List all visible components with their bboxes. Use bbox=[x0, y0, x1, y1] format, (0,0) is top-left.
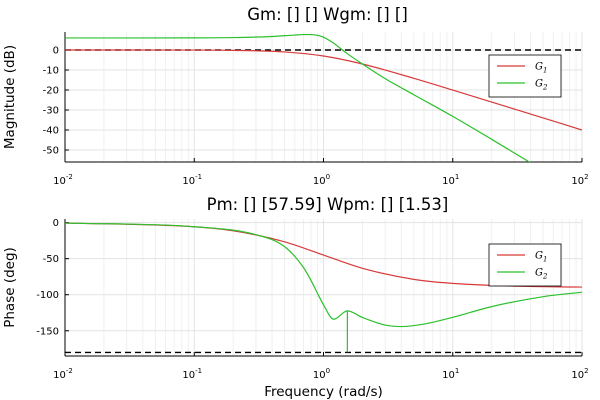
x-tick-exponent: -2 bbox=[66, 173, 73, 181]
chart-title: Pm: [] [57.59] Wpm: [] [1.53] bbox=[207, 195, 449, 214]
y-tick-label: -10 bbox=[43, 66, 59, 77]
x-tick-exponent: 0 bbox=[326, 173, 330, 181]
magnitude-panel: Gm: [] [] Wgm: [] []Magnitude (dB) 0-10-2… bbox=[2, 5, 589, 187]
legend-label: G1 bbox=[535, 62, 547, 75]
series-group bbox=[65, 33, 582, 162]
x-axis-label: Frequency (rad/s) bbox=[264, 384, 383, 400]
legend-label-name: G bbox=[535, 79, 543, 90]
x-tick-base: 10 bbox=[571, 370, 584, 381]
y-tick-label: -20 bbox=[43, 86, 59, 97]
x-tick-label: 10-1 bbox=[182, 173, 202, 187]
x-tick-label: 102 bbox=[571, 173, 588, 187]
y-tick-label: -30 bbox=[43, 106, 59, 117]
y-tick-label: 0 bbox=[53, 218, 59, 229]
series-line-g2 bbox=[65, 222, 582, 328]
y-tick-label: -150 bbox=[36, 326, 59, 337]
legend-label-subscript: 1 bbox=[543, 256, 547, 264]
legend-label-subscript: 2 bbox=[542, 273, 548, 281]
phase-panel: Pm: [] [57.59] Wpm: [] [1.53] Phase (deg)… bbox=[2, 195, 589, 400]
x-tick-exponent: 2 bbox=[584, 367, 588, 375]
x-tick-label: 101 bbox=[442, 173, 459, 187]
legend-label: G1 bbox=[535, 251, 547, 264]
legend-box bbox=[488, 54, 562, 98]
x-tick-base: 10 bbox=[182, 176, 195, 187]
legend-label-subscript: 1 bbox=[543, 67, 547, 75]
grid-lines bbox=[64, 219, 583, 356]
series-line-g2 bbox=[65, 33, 531, 162]
x-tick-exponent: -1 bbox=[195, 367, 202, 375]
x-tick-base: 10 bbox=[571, 176, 584, 187]
x-tick-exponent: 2 bbox=[584, 173, 588, 181]
x-tick-exponent: 0 bbox=[326, 367, 330, 375]
x-tick-label: 102 bbox=[571, 367, 588, 381]
x-tick-base: 10 bbox=[53, 370, 66, 381]
x-tick-base: 10 bbox=[313, 370, 326, 381]
y-tick-label: -40 bbox=[43, 126, 59, 137]
x-tick-label: 101 bbox=[442, 367, 459, 381]
legend-label-name: G bbox=[535, 268, 543, 279]
x-tick-label: 10-2 bbox=[53, 173, 73, 187]
x-tick-exponent: 1 bbox=[455, 367, 459, 375]
legend-box bbox=[488, 243, 562, 287]
legend-label: G2 bbox=[535, 268, 548, 281]
y-tick-label: -50 bbox=[43, 254, 59, 265]
x-tick-label: 100 bbox=[313, 367, 330, 381]
x-tick-label: 10-1 bbox=[182, 367, 202, 381]
y-tick-label: -100 bbox=[36, 290, 59, 301]
legend-label: G2 bbox=[535, 79, 548, 92]
y-tick-label: -50 bbox=[43, 146, 59, 157]
legend-label-subscript: 2 bbox=[542, 84, 548, 92]
x-tick-exponent: -1 bbox=[195, 173, 202, 181]
x-tick-base: 10 bbox=[442, 176, 455, 187]
x-tick-base: 10 bbox=[313, 176, 326, 187]
x-tick-label: 10-2 bbox=[53, 367, 73, 381]
x-tick-base: 10 bbox=[53, 176, 66, 187]
x-tick-base: 10 bbox=[442, 370, 455, 381]
legend-label-name: G bbox=[535, 251, 543, 262]
y-tick-label: 0 bbox=[53, 46, 59, 57]
y-axis-label: Magnitude (dB) bbox=[2, 45, 18, 149]
x-tick-base: 10 bbox=[182, 370, 195, 381]
legend-label-name: G bbox=[535, 62, 543, 73]
series-line-g1 bbox=[65, 49, 582, 131]
x-tick-label: 100 bbox=[313, 173, 330, 187]
x-tick-exponent: 1 bbox=[455, 173, 459, 181]
chart-title: Gm: [] [] Wgm: [] [] bbox=[247, 5, 408, 24]
y-axis-label: Phase (deg) bbox=[2, 247, 18, 328]
x-tick-exponent: -2 bbox=[66, 367, 73, 375]
